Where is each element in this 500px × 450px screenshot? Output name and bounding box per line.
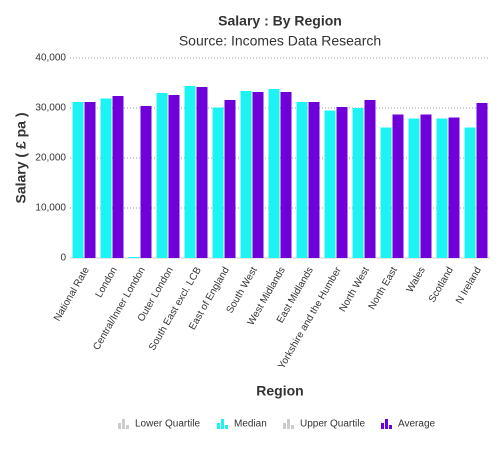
bar bbox=[224, 100, 236, 258]
bar bbox=[296, 102, 308, 258]
legend-label: Average bbox=[398, 419, 436, 430]
legend-label: Lower Quartile bbox=[135, 419, 200, 430]
chart-title: Salary : By Region bbox=[218, 13, 342, 29]
bar bbox=[308, 102, 320, 258]
bar bbox=[476, 103, 488, 258]
legend-icon bbox=[217, 423, 220, 429]
x-tick-label: Scotland bbox=[427, 265, 456, 304]
bar bbox=[280, 92, 292, 258]
bar bbox=[196, 87, 208, 258]
x-tick-label: South East excl. LCB bbox=[147, 265, 204, 353]
y-tick-label: 0 bbox=[60, 253, 66, 264]
y-tick-label: 10,000 bbox=[35, 203, 66, 214]
bar bbox=[336, 107, 348, 258]
legend-icon bbox=[225, 425, 228, 429]
legend-item[interactable]: Lower Quartile bbox=[118, 419, 200, 430]
bar bbox=[168, 95, 180, 258]
bar bbox=[212, 107, 224, 258]
y-tick-label: 40,000 bbox=[35, 53, 66, 64]
bar bbox=[100, 98, 112, 258]
x-tick-label: London bbox=[94, 265, 120, 299]
legend-icon bbox=[221, 419, 224, 429]
bar bbox=[364, 100, 376, 258]
chart-subtitle: Source: Incomes Data Research bbox=[179, 33, 381, 49]
legend-icon bbox=[381, 423, 384, 429]
legend-icon bbox=[126, 425, 129, 429]
bar bbox=[156, 93, 168, 258]
bar bbox=[268, 89, 280, 258]
bar bbox=[420, 114, 432, 258]
bar bbox=[72, 102, 84, 258]
x-tick-label: Central/Inner London bbox=[91, 265, 148, 352]
legend-icon bbox=[122, 419, 125, 429]
legend-icon bbox=[291, 425, 294, 429]
y-axis-title: Salary ( £ pa ) bbox=[13, 112, 29, 203]
bar bbox=[408, 118, 420, 258]
bar bbox=[464, 127, 476, 258]
legend-icon bbox=[287, 419, 290, 429]
bar bbox=[448, 117, 460, 258]
legend-item[interactable]: Median bbox=[217, 419, 267, 430]
y-tick-label: 30,000 bbox=[35, 103, 66, 114]
x-tick-label: National Rate bbox=[52, 265, 92, 323]
legend-icon bbox=[385, 419, 388, 429]
legend-item[interactable]: Upper Quartile bbox=[283, 419, 365, 430]
bar bbox=[140, 106, 152, 258]
legend-icon bbox=[389, 425, 392, 429]
legend-item[interactable]: Average bbox=[381, 419, 436, 430]
bar bbox=[240, 91, 252, 258]
bar bbox=[184, 86, 196, 258]
bar bbox=[128, 257, 140, 258]
x-tick-label: N Ireland bbox=[454, 265, 484, 306]
y-tick-label: 20,000 bbox=[35, 153, 66, 164]
bar bbox=[380, 127, 392, 258]
legend-icon bbox=[118, 423, 121, 429]
legend-icon bbox=[283, 423, 286, 429]
bar bbox=[252, 92, 264, 258]
x-tick-label: North East bbox=[367, 265, 400, 312]
x-tick-label: Wales bbox=[405, 265, 428, 294]
legend-label: Upper Quartile bbox=[300, 419, 365, 430]
bar bbox=[392, 114, 404, 258]
bar bbox=[352, 108, 364, 258]
bar bbox=[84, 102, 96, 258]
x-axis-title: Region bbox=[256, 383, 303, 399]
bar bbox=[112, 96, 124, 258]
bar bbox=[324, 110, 336, 258]
bar bbox=[436, 118, 448, 258]
legend-label: Median bbox=[234, 419, 267, 430]
